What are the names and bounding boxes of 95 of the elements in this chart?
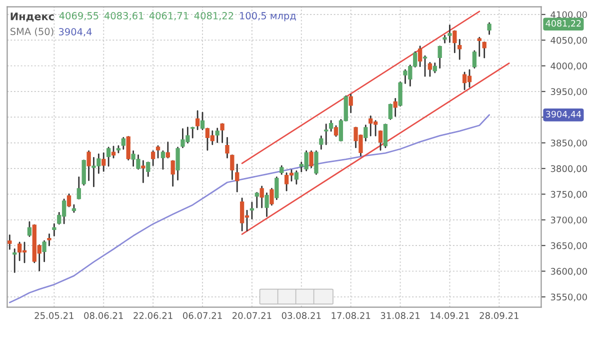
candlestick — [250, 202, 254, 220]
candlestick — [121, 137, 126, 150]
annotation: 4061,71 — [149, 12, 188, 20]
candlestick — [260, 186, 264, 208]
candlestick — [111, 146, 116, 158]
x-tick-label: 31.08.21 — [380, 312, 420, 319]
x-tick-label: 25.05.21 — [34, 312, 74, 319]
candlestick — [230, 154, 234, 180]
y-tick-label: 3950,00 — [550, 88, 587, 96]
candlestick — [42, 240, 46, 262]
y-tick-label: 3800,00 — [550, 165, 587, 173]
y-tick-label: 3750,00 — [550, 190, 587, 199]
candlestick — [348, 94, 353, 114]
candlestick — [472, 50, 477, 69]
annotation: 100,5 млрд — [240, 12, 296, 22]
candlestick — [334, 125, 338, 137]
candlestick — [458, 38, 462, 60]
candlestick — [432, 62, 437, 74]
candlestick — [141, 160, 146, 184]
candlestick — [106, 146, 111, 167]
candlestick — [27, 221, 32, 237]
candlestick — [388, 104, 392, 120]
line-series — [8, 114, 490, 304]
candlestick — [102, 152, 106, 172]
candlestick — [156, 145, 160, 158]
candlestick — [126, 136, 130, 160]
candlestick — [146, 162, 150, 177]
candlestick — [314, 150, 318, 175]
x-tick-label: 03.08.21 — [282, 312, 321, 319]
annotation: 4069,55 — [59, 12, 98, 20]
candlestick — [378, 130, 383, 151]
candlestick — [235, 164, 240, 192]
candlestick — [398, 82, 402, 107]
annotation: 4081,22 — [194, 12, 234, 20]
text: SMA (50) — [10, 28, 54, 36]
x-tick-label: 08.06.21 — [84, 312, 123, 319]
text: 3904,44 — [546, 110, 582, 118]
candlestick — [393, 98, 398, 117]
candlestick — [66, 193, 72, 208]
y-tick-label: 3700,00 — [550, 216, 587, 224]
y-tick-label: 4000,00 — [550, 62, 587, 70]
x-tick-label: 06.07.21 — [183, 312, 222, 319]
candlestick — [324, 124, 328, 146]
candlestick — [195, 110, 200, 130]
candlestick — [477, 36, 482, 57]
y-tick-label: 3550,00 — [550, 294, 587, 302]
candlestick — [422, 55, 428, 77]
candlestick — [452, 30, 457, 54]
y-tick-label: 4100,00 — [550, 11, 587, 19]
annotation: 3904,4 — [58, 28, 92, 36]
candlestick — [225, 137, 230, 158]
y-tick-label: 4050,00 — [550, 36, 587, 45]
candlestick — [309, 150, 314, 168]
candlestick — [383, 124, 388, 148]
candlestick — [487, 22, 492, 35]
x-tick-label: 28.09.21 — [480, 312, 518, 319]
candlestick — [254, 192, 259, 208]
candlestick — [482, 42, 486, 58]
candlestick — [76, 176, 81, 200]
annotation: 4083,61 — [104, 12, 144, 20]
x-tick-label: 22.06.21 — [134, 312, 172, 319]
candlestick — [264, 192, 269, 217]
candlestick — [12, 248, 17, 273]
chart-title: Индекс — [10, 12, 54, 22]
candlestick — [364, 124, 368, 142]
y-tick-label: 3850,00 — [550, 140, 587, 148]
candlestick — [328, 120, 334, 132]
y-tick-label: 3650,00 — [550, 242, 587, 250]
candlestick — [294, 170, 299, 185]
candlestick — [176, 146, 180, 180]
candlestick — [190, 126, 195, 138]
candlestick — [319, 135, 324, 150]
candlestick — [47, 234, 52, 246]
candlestick — [220, 123, 224, 144]
y-tick-label: 3600,00 — [550, 268, 587, 276]
candlestick — [270, 188, 274, 206]
candlestick — [215, 128, 220, 144]
candlestick — [82, 160, 86, 186]
x-tick-label: 14.09.21 — [430, 312, 469, 319]
candlestick — [438, 46, 442, 69]
candlestick — [274, 176, 279, 200]
x-tick-label: 17.08.21 — [332, 312, 370, 319]
candlestick — [150, 150, 156, 166]
candlestick — [8, 234, 12, 250]
candlestick — [448, 24, 452, 43]
text: 4081,22 — [546, 20, 581, 28]
candlestick — [160, 150, 166, 170]
x-tick-label: 20.07.21 — [232, 312, 272, 319]
candlestick — [52, 223, 56, 236]
candlestick — [200, 112, 205, 130]
candlestick — [428, 62, 432, 77]
candlestick — [166, 142, 170, 158]
candlestick — [86, 150, 91, 182]
candlestick — [418, 46, 422, 68]
candlestick — [170, 160, 175, 187]
